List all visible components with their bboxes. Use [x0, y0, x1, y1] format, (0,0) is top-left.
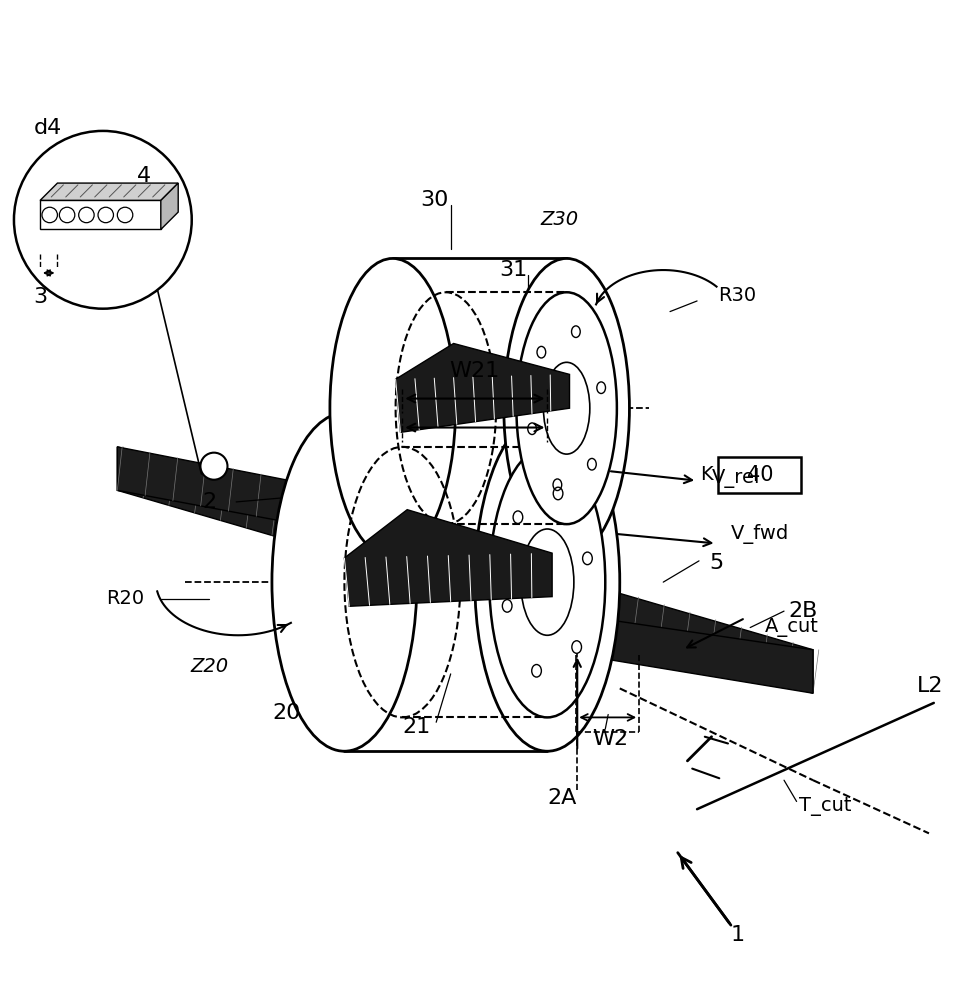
Text: d4: d4	[34, 118, 62, 138]
Text: 2A: 2A	[547, 788, 577, 808]
Polygon shape	[392, 258, 567, 558]
Text: 30: 30	[421, 190, 449, 210]
Polygon shape	[40, 183, 178, 200]
Polygon shape	[344, 413, 547, 751]
Circle shape	[42, 207, 57, 223]
Text: V_fwd: V_fwd	[731, 524, 789, 544]
Text: L2: L2	[918, 676, 944, 696]
Text: 1: 1	[731, 925, 745, 945]
Circle shape	[14, 131, 192, 309]
Ellipse shape	[504, 258, 630, 558]
Text: 40: 40	[747, 465, 773, 485]
Ellipse shape	[272, 413, 417, 751]
Text: 21: 21	[403, 717, 431, 737]
Polygon shape	[344, 510, 552, 606]
Text: R30: R30	[718, 286, 757, 305]
Circle shape	[201, 453, 228, 480]
Text: 5: 5	[709, 553, 724, 573]
Circle shape	[59, 207, 75, 223]
Text: 3: 3	[33, 287, 47, 307]
FancyBboxPatch shape	[718, 457, 801, 493]
Circle shape	[78, 207, 94, 223]
Ellipse shape	[329, 258, 455, 558]
Ellipse shape	[475, 413, 620, 751]
Text: 2: 2	[203, 492, 216, 512]
Text: A_cut: A_cut	[765, 618, 819, 637]
Text: T_cut: T_cut	[798, 797, 851, 816]
Circle shape	[117, 207, 133, 223]
Polygon shape	[117, 447, 339, 532]
Text: 2B: 2B	[789, 601, 818, 621]
Polygon shape	[161, 183, 178, 229]
Text: R20: R20	[107, 589, 144, 608]
Text: K: K	[701, 465, 713, 484]
Text: V_rel: V_rel	[711, 468, 760, 488]
Polygon shape	[40, 200, 161, 229]
Text: 31: 31	[499, 260, 527, 280]
Text: Z30: Z30	[541, 210, 578, 229]
Text: 20: 20	[272, 703, 300, 723]
Polygon shape	[395, 343, 570, 432]
Text: Z20: Z20	[190, 657, 228, 676]
Polygon shape	[117, 447, 813, 693]
Text: W21: W21	[450, 361, 500, 381]
Circle shape	[98, 207, 113, 223]
Text: 4: 4	[138, 166, 151, 186]
Ellipse shape	[516, 292, 617, 524]
Text: W2: W2	[592, 729, 628, 749]
Ellipse shape	[489, 447, 606, 717]
Polygon shape	[549, 611, 813, 693]
